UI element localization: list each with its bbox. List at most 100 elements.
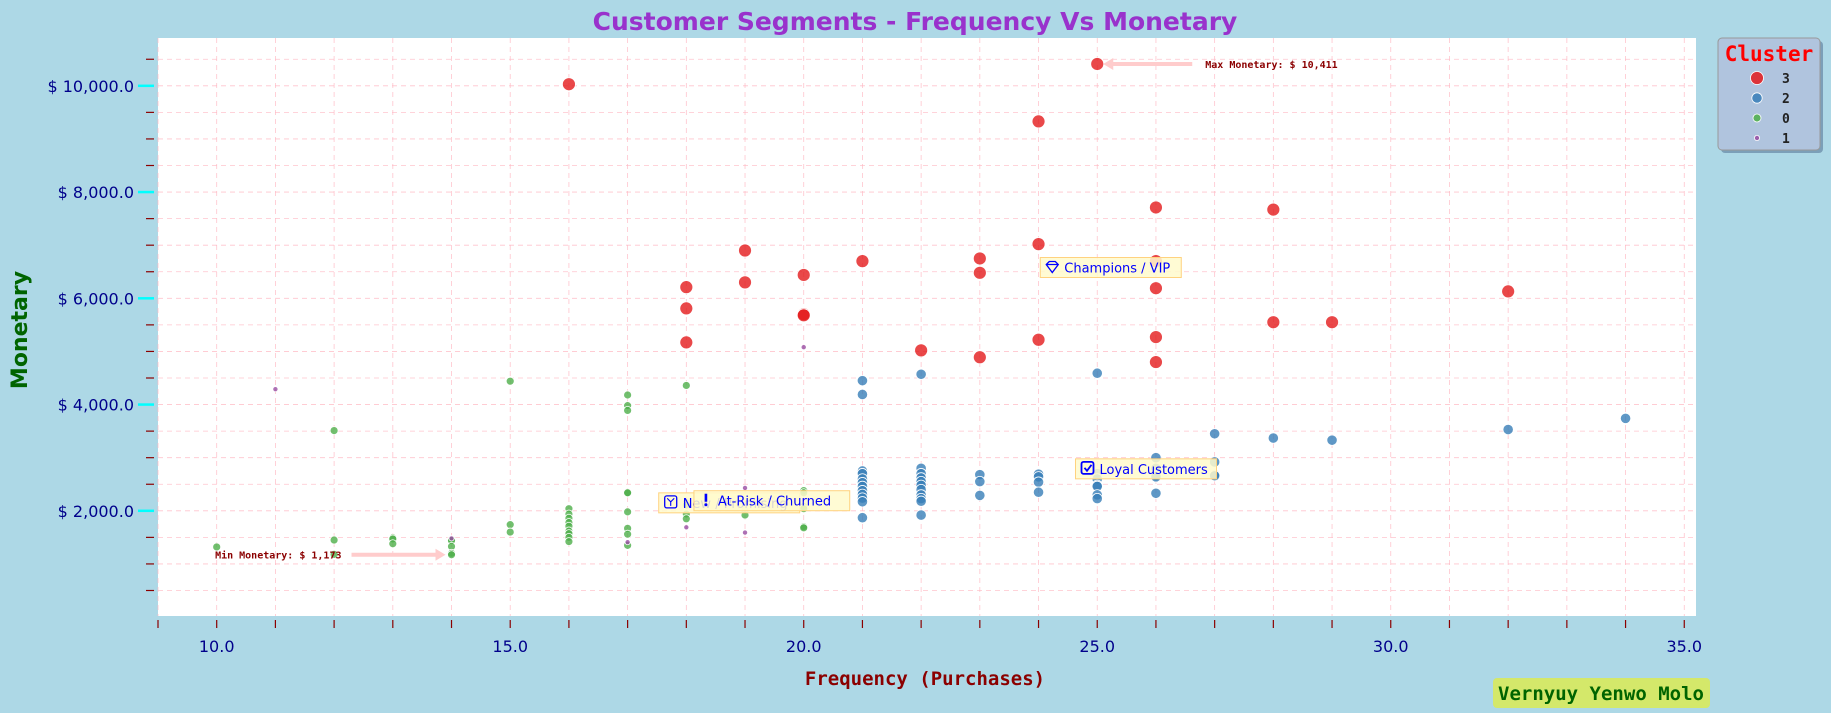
data-point — [914, 343, 929, 358]
data-point — [272, 386, 279, 393]
legend-item-label: 0 — [1782, 112, 1790, 127]
data-point — [679, 280, 694, 295]
data-point — [738, 275, 752, 290]
data-point — [1502, 423, 1514, 436]
segment-label-text: Champions / VIP — [1064, 262, 1170, 277]
data-point — [972, 251, 987, 266]
data-point — [742, 529, 749, 536]
sprout-icon — [664, 495, 678, 509]
data-point — [1031, 332, 1046, 347]
chart-title: Customer Segments - Frequency Vs Monetar… — [593, 7, 1238, 36]
data-point — [329, 549, 339, 559]
plot-area — [158, 38, 1696, 616]
data-point — [856, 512, 869, 524]
data-point — [448, 535, 455, 542]
data-point — [681, 514, 691, 524]
watermark-text: Vernyuy Yenwo Molo — [1498, 683, 1704, 705]
data-point — [1091, 492, 1103, 505]
legend-item-label: 3 — [1782, 72, 1790, 87]
data-point — [796, 308, 811, 323]
legend-marker — [1751, 92, 1763, 104]
series-1 — [272, 344, 807, 546]
data-point — [972, 265, 987, 280]
legend-marker — [1750, 71, 1764, 85]
data-point — [681, 381, 691, 390]
data-point — [856, 496, 869, 508]
x-axis-label: Frequency (Purchases) — [805, 668, 1045, 690]
legend-marker — [1752, 113, 1762, 123]
y-tick-label: $ 6,000.0 — [58, 289, 134, 308]
exclamation-icon — [704, 493, 708, 502]
data-point — [683, 524, 690, 531]
data-point — [1325, 315, 1339, 330]
data-point — [1149, 330, 1163, 344]
annotations: Max Monetary: $ 10,411 Min Monetary: $ 1,… — [215, 57, 1338, 562]
data-point — [447, 550, 456, 560]
data-point — [1209, 428, 1221, 440]
data-point — [1619, 412, 1632, 424]
axes: $ 2,000.0 $ 4,000.0 $ 6,000.0 $ 8,000.0 $ 10… — [47, 58, 1702, 656]
y-tick-label: $ 4,000.0 — [58, 396, 134, 415]
data-point — [1501, 284, 1516, 299]
data-point — [1266, 202, 1281, 217]
data-point — [623, 488, 633, 498]
data-point — [1149, 281, 1163, 296]
max-annotation: Max Monetary: $ 10,411 — [1205, 60, 1337, 71]
min-arrow-head — [435, 548, 446, 561]
data-point — [1031, 237, 1046, 252]
y-tick-label: $ 8,000.0 — [58, 183, 134, 202]
data-point — [742, 484, 749, 491]
data-point — [1267, 432, 1279, 444]
data-point — [1326, 434, 1338, 446]
data-point — [972, 350, 987, 365]
watermark: Vernyuy Yenwo Molo — [1493, 678, 1710, 708]
legend-item-label: 2 — [1782, 92, 1790, 107]
data-point — [505, 376, 515, 386]
data-point — [1266, 315, 1281, 330]
data-point — [800, 344, 807, 351]
data-point — [1031, 114, 1046, 129]
data-point — [329, 426, 339, 435]
x-tick-label: 25.0 — [1079, 637, 1115, 656]
data-point — [679, 301, 694, 316]
data-point — [915, 368, 927, 380]
y-tick-label: $ 2,000.0 — [58, 502, 134, 521]
exclamation-dot — [704, 503, 708, 507]
segment-label: Champions / VIP — [1039, 257, 1182, 278]
data-point — [1090, 57, 1105, 71]
y-tick-label: $ 10,000.0 — [47, 77, 134, 96]
data-point — [623, 529, 633, 539]
data-point — [1091, 367, 1103, 379]
data-point — [623, 406, 633, 415]
data-point — [1149, 355, 1163, 369]
segment-label-box — [1039, 257, 1182, 278]
data-point — [1032, 486, 1045, 498]
segment-label: Loyal Customers — [1074, 458, 1217, 480]
data-point — [974, 489, 986, 502]
x-tick-label: 15.0 — [492, 637, 528, 656]
data-point — [329, 535, 339, 545]
data-point — [856, 375, 869, 387]
data-point — [212, 542, 222, 552]
data-point — [564, 537, 574, 547]
data-point — [855, 254, 870, 269]
data-point — [856, 388, 869, 401]
data-point — [562, 77, 576, 92]
data-point — [623, 390, 633, 400]
max-arrow-head — [1103, 57, 1114, 70]
checkbox-icon — [1080, 460, 1095, 475]
legend-item-label: 1 — [1782, 132, 1790, 147]
data-point — [974, 475, 986, 488]
min-annotation: Min Monetary: $ 1,173 — [215, 550, 341, 562]
data-point — [623, 507, 633, 517]
x-tick-label: 10.0 — [199, 637, 235, 656]
legend-marker — [1754, 134, 1761, 141]
data-point — [624, 539, 631, 546]
data-point — [796, 268, 811, 282]
data-point — [388, 539, 398, 549]
data-point — [505, 520, 515, 530]
data-point — [505, 527, 515, 537]
y-axis-label: Monetary — [8, 271, 33, 389]
checkmark-icon — [1083, 464, 1093, 473]
